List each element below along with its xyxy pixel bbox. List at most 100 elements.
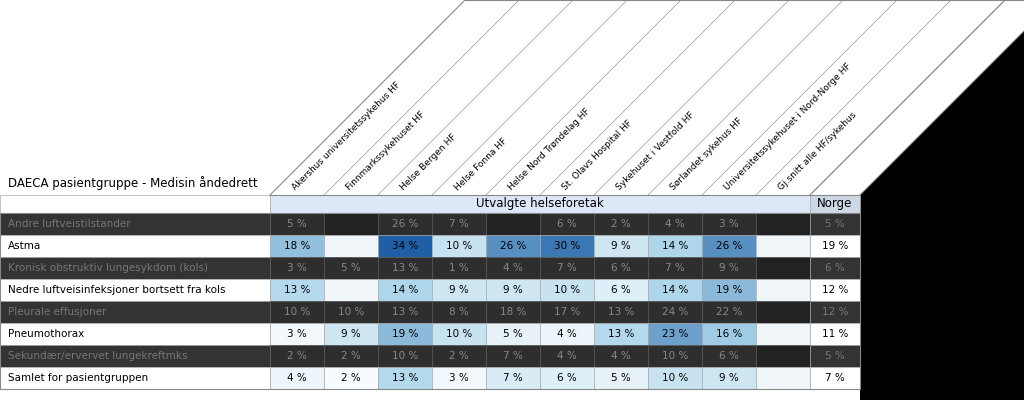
Bar — [486, 279, 540, 301]
Bar — [810, 195, 860, 213]
Bar — [432, 279, 486, 301]
Bar — [486, 257, 540, 279]
Bar — [540, 213, 594, 235]
Text: St. Olavs Hospital HF: St. Olavs Hospital HF — [560, 118, 634, 192]
Bar — [756, 279, 810, 301]
Text: 4 %: 4 % — [666, 219, 685, 229]
Text: 5 %: 5 % — [611, 373, 631, 383]
Text: 23 %: 23 % — [662, 329, 688, 339]
Bar — [810, 213, 860, 235]
Text: Pleurale effusjoner: Pleurale effusjoner — [8, 307, 106, 317]
Text: Andre luftveistilstander: Andre luftveistilstander — [8, 219, 131, 229]
Bar — [432, 345, 486, 367]
Bar — [702, 257, 756, 279]
Bar — [324, 213, 378, 235]
Bar — [432, 235, 486, 257]
Text: 9 %: 9 % — [719, 373, 739, 383]
Text: Kronisk obstruktiv lungesykdom (kols): Kronisk obstruktiv lungesykdom (kols) — [8, 263, 208, 273]
Bar — [378, 235, 432, 257]
Text: 13 %: 13 % — [392, 307, 418, 317]
Text: 3 %: 3 % — [287, 263, 307, 273]
Text: 10 %: 10 % — [392, 351, 418, 361]
Text: 4 %: 4 % — [611, 351, 631, 361]
Bar — [756, 345, 810, 367]
Text: 2 %: 2 % — [341, 351, 360, 361]
Bar — [810, 367, 860, 389]
Text: 12 %: 12 % — [822, 285, 848, 295]
Text: Gj.snitt alle HF/sykehus: Gj.snitt alle HF/sykehus — [776, 110, 858, 192]
Bar — [486, 235, 540, 257]
Bar — [540, 367, 594, 389]
Text: 10 %: 10 % — [662, 373, 688, 383]
Text: 6 %: 6 % — [825, 263, 845, 273]
Bar — [486, 345, 540, 367]
Bar — [270, 367, 324, 389]
Text: 6 %: 6 % — [557, 219, 577, 229]
Bar — [378, 257, 432, 279]
Bar — [648, 345, 702, 367]
Text: 6 %: 6 % — [611, 263, 631, 273]
Bar — [378, 345, 432, 367]
Text: 26 %: 26 % — [716, 241, 742, 251]
Bar — [486, 213, 540, 235]
Text: 14 %: 14 % — [662, 285, 688, 295]
Text: 18 %: 18 % — [500, 307, 526, 317]
Bar — [810, 257, 860, 279]
Bar — [0, 257, 270, 279]
Text: 2 %: 2 % — [287, 351, 307, 361]
Bar — [810, 323, 860, 345]
Bar — [702, 367, 756, 389]
Bar — [648, 367, 702, 389]
Text: 13 %: 13 % — [608, 329, 634, 339]
Text: Helse Bergen HF: Helse Bergen HF — [398, 132, 459, 192]
Text: 11 %: 11 % — [822, 329, 848, 339]
Text: 10 %: 10 % — [445, 329, 472, 339]
Bar — [432, 213, 486, 235]
Text: 14 %: 14 % — [392, 285, 418, 295]
Text: 7 %: 7 % — [666, 263, 685, 273]
Text: 13 %: 13 % — [284, 285, 310, 295]
Text: Universitetssykehuset i Nord-Norge HF: Universitetssykehuset i Nord-Norge HF — [723, 62, 853, 192]
Text: Pneumothorax: Pneumothorax — [8, 329, 84, 339]
Bar — [540, 257, 594, 279]
Text: Nedre luftveisinfeksjoner bortsett fra kols: Nedre luftveisinfeksjoner bortsett fra k… — [8, 285, 225, 295]
Text: 4 %: 4 % — [287, 373, 307, 383]
Text: 30 %: 30 % — [554, 241, 581, 251]
Bar — [432, 367, 486, 389]
Bar — [0, 323, 270, 345]
Text: 7 %: 7 % — [503, 351, 523, 361]
Bar — [756, 301, 810, 323]
Bar — [594, 257, 648, 279]
Text: 9 %: 9 % — [611, 241, 631, 251]
Polygon shape — [270, 0, 1024, 195]
Bar — [432, 323, 486, 345]
Bar — [324, 235, 378, 257]
Bar — [702, 301, 756, 323]
Bar — [648, 235, 702, 257]
Text: 16 %: 16 % — [716, 329, 742, 339]
Bar — [324, 367, 378, 389]
Bar — [540, 323, 594, 345]
Text: 5 %: 5 % — [825, 219, 845, 229]
Bar — [324, 257, 378, 279]
Text: 7 %: 7 % — [825, 373, 845, 383]
Text: 9 %: 9 % — [719, 263, 739, 273]
Text: 5 %: 5 % — [341, 263, 360, 273]
Text: 7 %: 7 % — [503, 373, 523, 383]
Bar — [0, 235, 270, 257]
Text: 17 %: 17 % — [554, 307, 581, 317]
Text: 6 %: 6 % — [557, 373, 577, 383]
Text: 19 %: 19 % — [716, 285, 742, 295]
Bar — [540, 235, 594, 257]
Bar — [0, 213, 270, 235]
Bar — [756, 257, 810, 279]
Bar — [270, 345, 324, 367]
Bar — [648, 279, 702, 301]
Bar — [594, 367, 648, 389]
Bar — [0, 367, 270, 389]
Text: 14 %: 14 % — [662, 241, 688, 251]
Text: 7 %: 7 % — [450, 219, 469, 229]
Text: 10 %: 10 % — [662, 351, 688, 361]
Bar — [270, 257, 324, 279]
Bar — [324, 279, 378, 301]
